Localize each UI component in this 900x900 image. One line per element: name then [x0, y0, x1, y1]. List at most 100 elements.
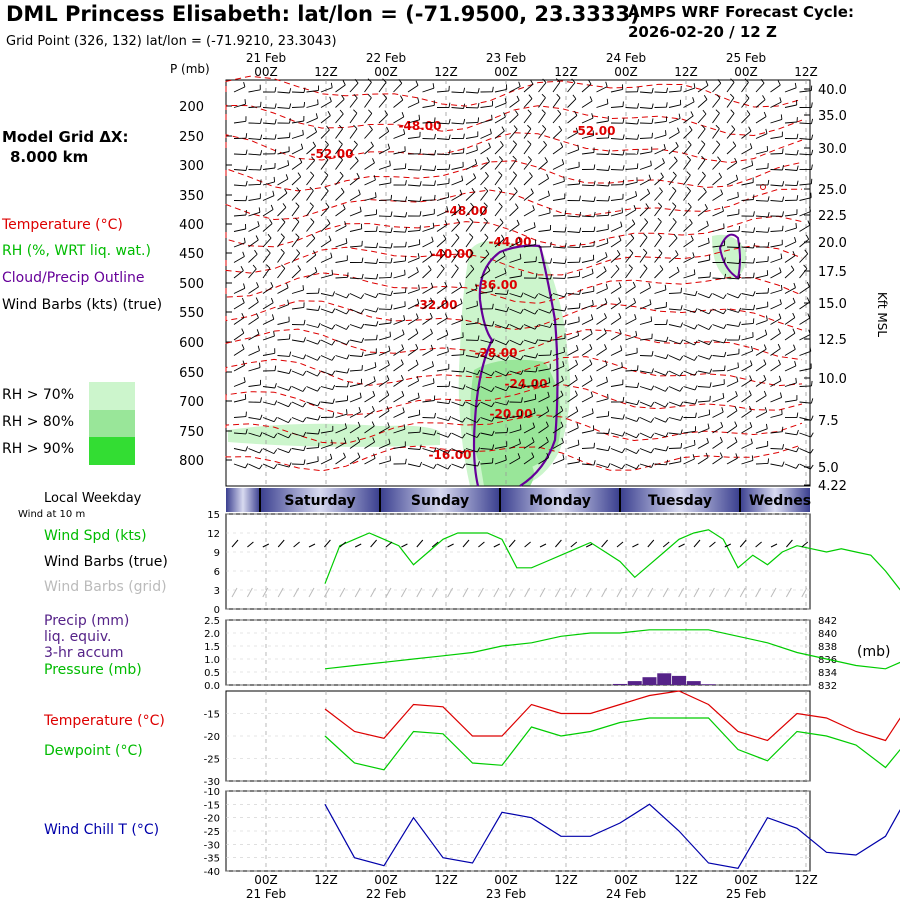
wind-barb: [465, 206, 475, 217]
wind-barb: [233, 169, 247, 171]
wind-barb: [494, 130, 505, 139]
wind-barb-flag: [243, 237, 246, 243]
wind-barb: [523, 293, 536, 299]
wind-barb-flag: [707, 423, 710, 429]
wind-barb-flag: [462, 448, 466, 454]
wind-barb: [523, 412, 536, 418]
wind-barb: [726, 145, 737, 155]
wind-barb-flag: [677, 127, 680, 133]
wind-barb-flag: [673, 233, 678, 239]
wind-barb: [494, 88, 507, 93]
wind-barb-flag: [737, 191, 739, 197]
wind-barb: [436, 368, 449, 372]
wind-barb-flag: [753, 272, 755, 278]
wind-barb-flag: [341, 94, 345, 100]
wind-barb-flag: [354, 156, 359, 162]
wind-barb-flag: [605, 283, 608, 289]
wind-barb-flag: [300, 143, 304, 149]
wind-barb: [596, 137, 609, 139]
precip-bar: [627, 681, 642, 685]
wind-barb-flag: [474, 159, 478, 165]
wind-barb-flag: [254, 249, 258, 255]
wind-barb: [784, 382, 797, 387]
wind-barb: [683, 159, 691, 170]
wind-barb: [596, 256, 608, 263]
temperature-contour-label: -24.00: [505, 377, 548, 391]
wind-barb: [552, 113, 562, 124]
wind-barb-flag: [579, 242, 582, 248]
wind-barb-flag: [796, 133, 799, 139]
wind-barb-flag: [447, 449, 452, 454]
wind-barb: [451, 336, 464, 341]
wind-barb-flag: [809, 206, 812, 212]
wind-barb: [393, 82, 403, 93]
wind-barb: [770, 244, 783, 248]
wind-barb-flag: [317, 322, 321, 328]
wind-barb-flag: [803, 264, 808, 269]
wind-barb: [799, 448, 811, 454]
wind-barb-flag: [549, 322, 553, 328]
wind-barb-flag: [546, 173, 550, 179]
pressure-tick-label: 250: [179, 130, 204, 145]
wind-barb: [335, 128, 343, 139]
wind-barb: [654, 386, 666, 392]
wind-barb: [726, 381, 739, 387]
wind-barb-flag: [456, 218, 461, 224]
wind-barb: [567, 444, 580, 449]
wind-barb-flag: [622, 431, 626, 437]
wind-barb: [509, 355, 521, 361]
wind-barb: [683, 115, 694, 124]
wind-barb-flag: [419, 427, 421, 433]
wind-barb: [799, 317, 810, 325]
wind-barb-flag: [603, 266, 607, 272]
wind-barb: [320, 144, 329, 155]
wind-barb-flag: [504, 98, 507, 104]
wind-barb: [697, 113, 707, 124]
wind-barb: [248, 417, 261, 420]
wind-barb-flag: [476, 418, 481, 423]
surface-wind-barb: [601, 539, 608, 548]
wind-barb-flag: [706, 437, 709, 443]
wind-barb: [784, 121, 798, 124]
grid-wind-barb: [693, 587, 700, 598]
wind-barb: [668, 237, 678, 248]
wind-barb: [349, 211, 362, 217]
wind-barb: [538, 178, 549, 186]
wind-barb: [567, 410, 579, 418]
wind-barb-flag: [415, 80, 419, 86]
wind-barb-flag: [405, 212, 408, 218]
wind-barb: [378, 131, 389, 139]
wind-barb-flag: [777, 343, 781, 349]
wind-barb-flag: [721, 206, 724, 212]
wind-barb: [538, 293, 550, 299]
wind-barb: [610, 317, 622, 325]
wind-barb-flag: [767, 288, 770, 294]
wind-barb: [233, 398, 246, 403]
wind-barb: [726, 395, 738, 403]
wind-barb-flag: [518, 438, 521, 444]
wind-barb-flag: [809, 346, 812, 352]
wind-barb: [465, 432, 478, 438]
wind-barb: [407, 257, 420, 263]
wind-barb: [610, 366, 623, 372]
wind-barb: [378, 364, 390, 372]
wind-barb-flag: [440, 264, 445, 269]
wind-barb-flag: [448, 102, 451, 108]
wind-barb: [523, 456, 535, 465]
wind-barb: [248, 169, 261, 171]
wind-barb-flag: [723, 324, 727, 329]
wind-barb-flag: [245, 195, 248, 201]
legend-cloud: Cloud/Precip Outline: [2, 270, 145, 286]
wind-barb-flag: [637, 365, 639, 371]
wind-barb: [364, 293, 376, 299]
top-time-tick: 12Z: [314, 65, 338, 79]
wind-barb: [480, 401, 492, 408]
wind-barb-flag: [284, 188, 288, 194]
wind-barb-flag: [447, 432, 452, 438]
wind-barb: [277, 338, 290, 341]
wind-barb: [770, 230, 783, 232]
wind-barb: [523, 192, 534, 201]
wind-barb: [349, 397, 362, 403]
wind-barb: [335, 400, 348, 403]
wind-barb: [407, 85, 419, 93]
